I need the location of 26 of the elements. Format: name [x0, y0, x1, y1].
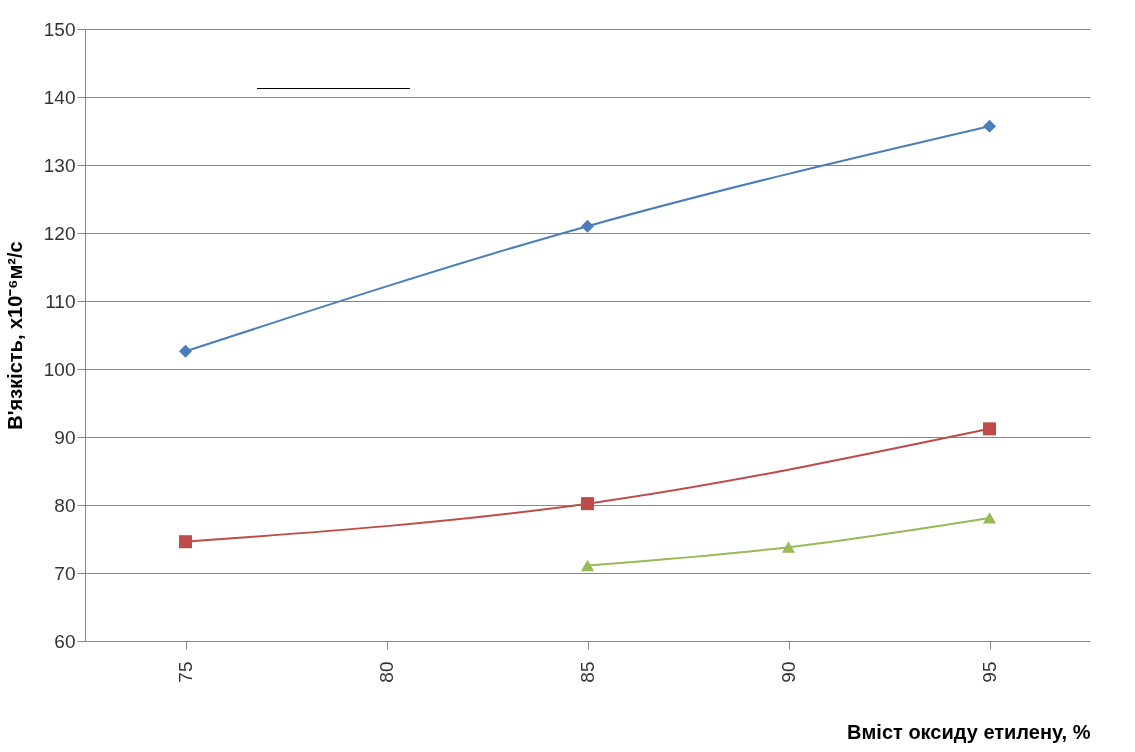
y-tick-label: 90	[54, 426, 76, 448]
y-axis-title: В'язкість, х10⁻⁶м²/с	[3, 241, 26, 430]
point	[580, 559, 595, 572]
y-tick-label: 130	[43, 154, 76, 176]
y-tick-label: 60	[54, 630, 76, 652]
point	[178, 344, 193, 358]
x-axis-title: Вміст оксиду етилену, %	[847, 720, 1091, 743]
y-tick-label: 150	[43, 18, 76, 40]
x-tick-label: 95	[979, 661, 1000, 683]
x-tick-label: 90	[778, 661, 799, 683]
x-tick-label: 85	[577, 661, 598, 683]
point	[580, 219, 595, 233]
y-tick-label: 70	[54, 562, 76, 584]
x-tick-label: 75	[175, 661, 196, 683]
point	[982, 119, 997, 133]
y-tick-label: 100	[43, 358, 76, 380]
x-tick-label: 80	[376, 661, 397, 683]
point	[982, 512, 997, 524]
point	[580, 497, 595, 511]
y-tick-label: 140	[43, 86, 76, 108]
y-tick-label: 110	[45, 290, 76, 312]
point	[982, 422, 997, 436]
y-tick-label: 120	[43, 222, 76, 244]
y-tick-label: 80	[54, 494, 76, 516]
point	[781, 541, 796, 553]
point	[178, 535, 193, 549]
